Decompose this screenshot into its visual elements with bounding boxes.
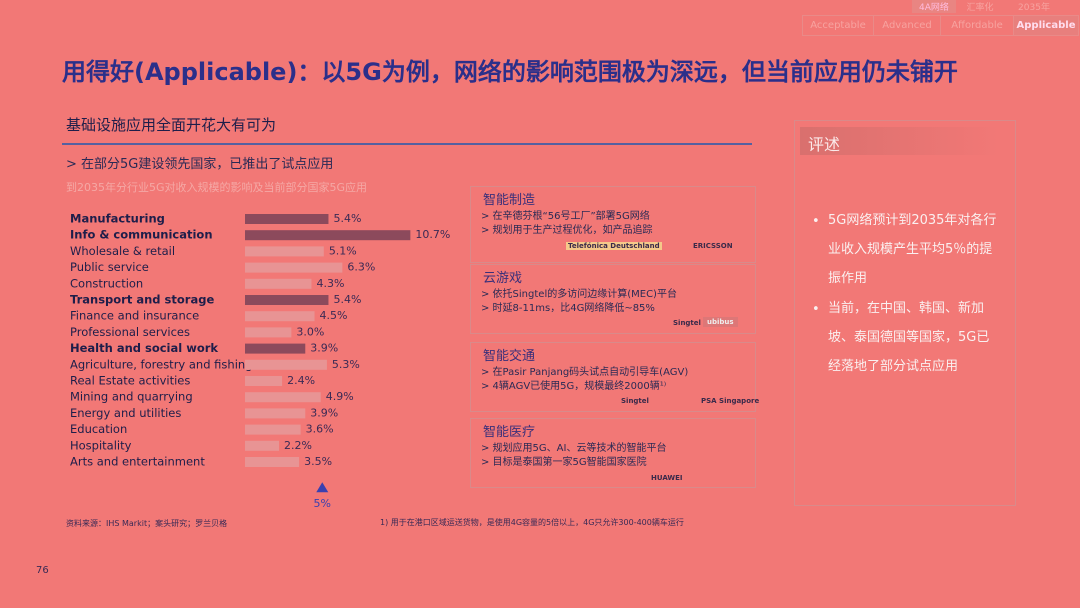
nav-subtab[interactable]: Acceptable (802, 15, 874, 36)
card-bullet: > 时延8-11ms，比4G网络降低~85% (481, 303, 655, 314)
card-title: 云游戏 (483, 271, 523, 286)
card-bullet: > 在辛德芬根“56号工厂”部署5G网络 (481, 211, 650, 222)
card-bullet: > 规划用于生产过程优化，如产品追踪 (481, 225, 653, 236)
bar (245, 376, 283, 386)
card-bullet: > 依托Singtel的多访问边缘计算(MEC)平台 (481, 289, 677, 300)
category-label: Mining and quarrying (70, 390, 193, 404)
bar (245, 359, 327, 370)
reference-marker (316, 482, 329, 493)
card: 智能制造 > 在辛德芬根“56号工厂”部署5G网络 > 规划用于生产过程优化，如… (470, 186, 756, 263)
bar (245, 457, 300, 467)
bar (245, 311, 315, 322)
category-label: Info & communication (70, 228, 213, 242)
section-heading: 基础设施应用全面开花大有可为 (66, 116, 277, 134)
slide-title: 用得好(Applicable)：以5G为例，网络的影响范围极为深远，但当前应用仍… (62, 58, 958, 86)
section-subheading: > 在部分5G建设领先国家，已推出了试点应用 (66, 157, 334, 172)
category-label: Arts and entertainment (70, 455, 205, 469)
reference-label: 5% (314, 497, 331, 510)
nav-tab[interactable]: 汇率化 (966, 3, 994, 13)
comment-box (794, 120, 1016, 506)
bar (245, 408, 306, 419)
value-label: 5.3% (332, 358, 360, 371)
bar (245, 246, 324, 257)
value-label: 3.9% (310, 406, 338, 419)
comment-bullet: 当前，在中国、韩国、新加坡、泰国德国等国家，5G已经落地了部分试点应用 (828, 301, 990, 374)
value-label: 5.4% (333, 293, 361, 306)
nav-tab[interactable]: 4A网络 (912, 0, 956, 13)
bullet-dot: • (812, 302, 820, 317)
bar-chart: 到2035年分行业5G对收入规模的影响及当前部分国家5G应用 Manufactu… (66, 180, 450, 510)
category-label: Finance and insurance (70, 309, 199, 323)
card-bullet: > 规划应用5G、AI、云等技术的智能平台 (481, 443, 667, 454)
value-label: 4.3% (316, 277, 344, 290)
bar (245, 278, 312, 289)
card: 智能交通 > 在Pasir Panjang码头试点自动引导车(AGV) > 4辆… (470, 342, 760, 412)
bar (245, 343, 306, 354)
comment-title: 评述 (808, 135, 841, 154)
nav-subtab[interactable]: Affordable (940, 15, 1014, 36)
value-label: 3.0% (296, 325, 324, 338)
bullet-dot: • (812, 214, 820, 229)
category-label: Wholesale & retail (70, 244, 175, 258)
comment-header (800, 127, 1000, 155)
divider (62, 143, 752, 145)
bar (245, 214, 329, 224)
card-title: 智能制造 (483, 193, 536, 208)
category-label: Professional services (70, 325, 190, 339)
value-label: 6.3% (347, 261, 375, 274)
nav-subtab[interactable]: Advanced (873, 15, 941, 36)
value-label: 3.9% (310, 342, 338, 355)
bar (245, 440, 279, 451)
value-label: 3.5% (304, 455, 332, 468)
category-label: Manufacturing (70, 212, 165, 226)
card-bullet: > 目标是泰国第一家5G智能国家医院 (481, 457, 647, 468)
logo: Singtel (673, 319, 701, 327)
footnote: 1) 用于在港口区域运送货物，是使用4G容量的5倍以上，4G只允许300-400… (380, 518, 684, 527)
nav-tab[interactable]: 2035年 (1018, 3, 1050, 13)
card-title: 智能交通 (483, 349, 536, 364)
bar (245, 424, 301, 435)
source: 资料来源：IHS Markit；案头研究；罗兰贝格 (66, 519, 228, 528)
card: 智能医疗 > 规划应用5G、AI、云等技术的智能平台 > 目标是泰国第一家5G智… (470, 418, 756, 488)
chart-title: 到2035年分行业5G对收入规模的影响及当前部分国家5G应用 (66, 180, 367, 194)
card-title: 智能医疗 (483, 425, 536, 440)
bar (245, 327, 292, 338)
category-label: Energy and utilities (70, 406, 181, 420)
bar (245, 262, 343, 273)
page-number: 76 (36, 565, 49, 576)
value-label: 5.1% (329, 244, 357, 257)
bar (245, 392, 321, 403)
category-label: Transport and storage (70, 293, 214, 307)
value-label: 2.4% (287, 374, 315, 387)
logo: ERICSSON (693, 242, 733, 250)
logo: HUAWEI (651, 474, 683, 482)
value-label: 2.2% (284, 439, 312, 452)
logo: ubibus (703, 317, 738, 327)
value-label: 10.7% (415, 228, 450, 241)
bar (245, 230, 411, 241)
category-label: Public service (70, 260, 149, 274)
category-label: Hospitality (70, 438, 132, 452)
category-label: Health and social work (70, 341, 218, 355)
value-label: 5.4% (333, 212, 361, 225)
category-label: Education (70, 422, 127, 436)
category-label: Real Estate activities (70, 374, 190, 388)
value-label: 4.5% (320, 309, 348, 322)
category-label: Agriculture, forestry and fishing (70, 357, 252, 371)
bar (245, 295, 329, 305)
logo: PSA Singapore (701, 397, 760, 405)
card: 云游戏 > 依托Singtel的多访问边缘计算(MEC)平台 > 时延8-11m… (470, 264, 756, 334)
card-bullet: > 4辆AGV已使用5G，规模最终2000辆¹⁾ (481, 381, 667, 392)
value-label: 3.6% (306, 423, 334, 436)
card-bullet: > 在Pasir Panjang码头试点自动引导车(AGV) (481, 367, 689, 378)
comment-bullet: 5G网络预计到2035年对各行业收入规模产生平均5％的提振作用 (828, 213, 997, 286)
category-label: Construction (70, 276, 143, 290)
nav-subtab[interactable]: Applicable (1013, 15, 1079, 36)
value-label: 4.9% (326, 390, 354, 403)
logo: Singtel (621, 397, 649, 405)
logo: Telefónica Deutschland (566, 242, 662, 250)
